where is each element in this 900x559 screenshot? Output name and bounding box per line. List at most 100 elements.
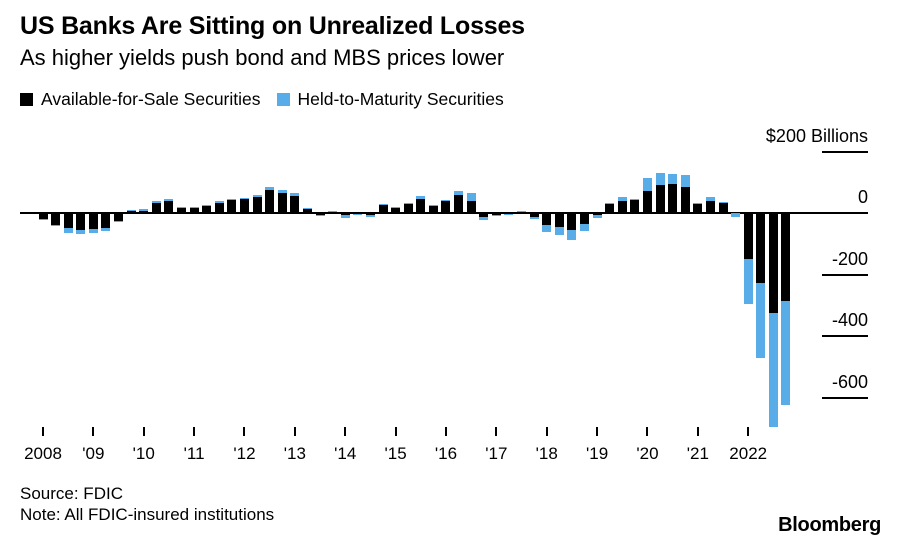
bar-segment-htm bbox=[642, 177, 652, 192]
x-axis-tick bbox=[293, 427, 296, 436]
x-axis-tick-label: '10 bbox=[132, 444, 155, 463]
bar-segment-afs bbox=[441, 201, 451, 213]
bar-segment-htm bbox=[76, 229, 86, 234]
x-axis-tick-label: '19 bbox=[586, 444, 609, 463]
legend-item-htm: Held-to-Maturity Securities bbox=[276, 89, 504, 110]
bar-segment-htm bbox=[529, 216, 539, 220]
bar-segment-htm bbox=[567, 229, 577, 241]
bar-segment-htm bbox=[38, 219, 48, 221]
bar-segment-htm bbox=[214, 201, 224, 203]
bar-segment-afs bbox=[403, 204, 413, 213]
bar-segment-afs bbox=[466, 201, 476, 213]
x-axis-tick-label: '16 bbox=[434, 444, 458, 463]
bar-segment-afs bbox=[693, 203, 703, 213]
bar-segment-afs bbox=[340, 213, 350, 216]
bar-segment-afs bbox=[655, 184, 665, 213]
x-axis-tick bbox=[545, 427, 548, 436]
legend-label-afs: Available-for-Sale Securities bbox=[41, 89, 261, 109]
bar-segment-htm bbox=[466, 193, 476, 202]
bar-segment-htm bbox=[277, 190, 287, 194]
x-axis-tick-label: '15 bbox=[384, 444, 407, 463]
htm-swatch-icon bbox=[276, 93, 290, 106]
bar-segment-afs bbox=[214, 202, 224, 213]
bar-segment-htm bbox=[51, 224, 61, 226]
bar-segment-htm bbox=[718, 201, 728, 203]
x-axis-tick-label: '14 bbox=[334, 444, 357, 463]
bar-segment-htm bbox=[177, 206, 187, 208]
bar-segment-afs bbox=[605, 203, 615, 213]
bar-segment-htm bbox=[126, 209, 136, 212]
bar-segment-htm bbox=[680, 174, 690, 187]
x-axis-tick bbox=[92, 427, 95, 436]
bar-segment-htm bbox=[239, 197, 249, 200]
bar-segment-htm bbox=[542, 224, 552, 233]
bar-segment-htm bbox=[353, 213, 363, 215]
bar-segment-afs bbox=[239, 199, 249, 213]
bar-segment-htm bbox=[63, 228, 73, 233]
bar-segment-htm bbox=[88, 228, 98, 233]
x-axis-tick-label: '21 bbox=[686, 444, 709, 463]
bar-segment-afs bbox=[718, 202, 728, 213]
bar-segment-htm bbox=[189, 207, 199, 209]
bar-segment-afs bbox=[617, 200, 627, 213]
bar-segment-afs bbox=[391, 207, 401, 213]
x-axis-tick bbox=[596, 427, 599, 436]
bar-segment-afs bbox=[567, 213, 577, 230]
y-axis-tick-label: 0 bbox=[857, 187, 868, 207]
x-axis-tick bbox=[696, 427, 699, 436]
bar-segment-afs bbox=[365, 213, 375, 216]
bar-segment-afs bbox=[491, 213, 501, 215]
bar-segment-htm bbox=[139, 209, 149, 211]
bar-segment-htm bbox=[768, 312, 778, 427]
x-axis-tick bbox=[394, 427, 397, 436]
bar-segment-htm bbox=[340, 215, 350, 218]
x-axis-tick bbox=[243, 427, 246, 436]
y-axis-tick-label: -400 bbox=[831, 310, 868, 330]
bar-segment-htm bbox=[630, 198, 640, 201]
y-gridline-stub bbox=[822, 150, 868, 153]
zero-axis-line bbox=[20, 212, 868, 214]
bar-segment-afs bbox=[302, 208, 312, 213]
x-axis-tick-label: '09 bbox=[82, 444, 105, 463]
x-axis-tick bbox=[142, 427, 145, 436]
bar-segment-afs bbox=[756, 213, 766, 284]
bar-segment-htm bbox=[491, 214, 501, 217]
bar-segment-afs bbox=[529, 213, 539, 217]
bar-segment-htm bbox=[781, 300, 791, 406]
bar-segment-afs bbox=[630, 200, 640, 213]
bar-segment-htm bbox=[365, 215, 375, 217]
bar-segment-afs bbox=[114, 213, 124, 221]
bar-segment-htm bbox=[114, 220, 124, 222]
bar-segment-htm bbox=[743, 259, 753, 304]
bar-segment-htm bbox=[164, 198, 174, 201]
legend: Available-for-Sale Securities Held-to-Ma… bbox=[20, 89, 504, 110]
bar-segment-afs bbox=[454, 195, 464, 213]
x-axis-tick bbox=[747, 427, 750, 436]
bar-segment-afs bbox=[51, 213, 61, 225]
bar-segment-afs bbox=[668, 183, 678, 213]
bar-segment-afs bbox=[252, 197, 262, 213]
bar-segment-afs bbox=[139, 210, 149, 213]
bar-segment-htm bbox=[668, 173, 678, 184]
bar-segment-afs bbox=[227, 200, 237, 213]
bar-segment-afs bbox=[38, 213, 48, 220]
bar-segment-htm bbox=[265, 187, 275, 191]
bar-segment-afs bbox=[680, 186, 690, 213]
bar-segment-afs bbox=[76, 213, 86, 230]
x-axis-tick bbox=[193, 427, 196, 436]
bar-segment-htm bbox=[391, 206, 401, 208]
bar-segment-afs bbox=[63, 213, 73, 229]
bar-segment-afs bbox=[151, 202, 161, 213]
bar-segment-htm bbox=[592, 214, 602, 218]
x-axis-tick-label: '11 bbox=[183, 444, 205, 463]
bar-segment-htm bbox=[315, 214, 325, 217]
bar-segment-htm bbox=[617, 196, 627, 201]
bar-segment-afs bbox=[768, 213, 778, 313]
bar-segment-htm bbox=[441, 199, 451, 202]
bar-segment-htm bbox=[428, 205, 438, 206]
y-axis-tick-label: -200 bbox=[831, 248, 868, 269]
x-axis-tick bbox=[646, 427, 649, 436]
x-axis-tick bbox=[42, 427, 44, 436]
bar-segment-afs bbox=[743, 213, 753, 260]
bar-segment-htm bbox=[290, 193, 300, 196]
